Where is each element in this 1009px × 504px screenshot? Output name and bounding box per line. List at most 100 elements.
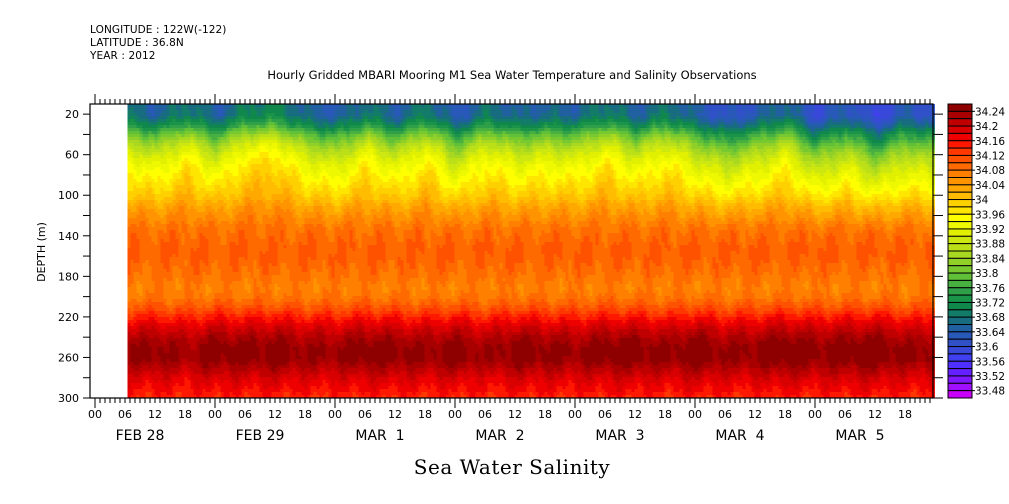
heatmap-cell: [200, 302, 203, 305]
heatmap-cell: [263, 149, 266, 152]
heatmap-cell: [131, 221, 134, 224]
heatmap-cell: [188, 221, 191, 224]
heatmap-cell: [233, 203, 236, 206]
heatmap-cell: [212, 185, 215, 188]
heatmap-cell: [188, 329, 191, 332]
heatmap-cell: [242, 371, 245, 374]
heatmap-cell: [221, 119, 224, 122]
heatmap-cell: [206, 116, 209, 119]
heatmap-cell: [224, 332, 227, 335]
heatmap-cell: [215, 314, 218, 317]
heatmap-cell: [266, 356, 269, 359]
heatmap-cell: [134, 257, 137, 260]
heatmap-cell: [134, 230, 137, 233]
heatmap-cell: [245, 287, 248, 290]
heatmap-cell: [161, 185, 164, 188]
heatmap-cell: [137, 380, 140, 383]
heatmap-cell: [146, 200, 149, 203]
heatmap-cell: [143, 149, 146, 152]
heatmap-cell: [239, 368, 242, 371]
heatmap-cell: [191, 176, 194, 179]
heatmap-cell: [161, 338, 164, 341]
heatmap-cell: [257, 299, 260, 302]
heatmap-cell: [269, 296, 272, 299]
heatmap-cell: [200, 170, 203, 173]
heatmap-cell: [167, 263, 170, 266]
heatmap-cell: [248, 356, 251, 359]
heatmap-cell: [242, 380, 245, 383]
heatmap-cell: [245, 188, 248, 191]
heatmap-cell: [263, 323, 266, 326]
heatmap-cell: [152, 356, 155, 359]
heatmap-cell: [128, 224, 131, 227]
heatmap-cell: [260, 206, 263, 209]
heatmap-cell: [170, 188, 173, 191]
heatmap-cell: [140, 173, 143, 176]
heatmap-cell: [164, 374, 167, 377]
heatmap-cell: [221, 377, 224, 380]
heatmap-cell: [155, 185, 158, 188]
heatmap-cell: [233, 107, 236, 110]
heatmap-cell: [170, 134, 173, 137]
heatmap-cell: [212, 122, 215, 125]
heatmap-cell: [248, 224, 251, 227]
heatmap-cell: [179, 371, 182, 374]
heatmap-cell: [221, 218, 224, 221]
heatmap-cell: [239, 314, 242, 317]
heatmap-cell: [149, 344, 152, 347]
heatmap-cell: [176, 185, 179, 188]
heatmap-cell: [149, 119, 152, 122]
heatmap-cell: [227, 110, 230, 113]
heatmap-cell: [260, 116, 263, 119]
heatmap-cell: [242, 347, 245, 350]
heatmap-cell: [176, 383, 179, 386]
heatmap-cell: [257, 266, 260, 269]
heatmap-cell: [176, 332, 179, 335]
heatmap-cell: [272, 179, 275, 182]
heatmap-cell: [242, 131, 245, 134]
heatmap-cell: [248, 365, 251, 368]
heatmap-cell: [245, 233, 248, 236]
heatmap-cell: [263, 113, 266, 116]
heatmap-cell: [143, 281, 146, 284]
heatmap-cell: [239, 293, 242, 296]
heatmap-cell: [185, 155, 188, 158]
heatmap-cell: [182, 320, 185, 323]
heatmap-cell: [206, 386, 209, 389]
heatmap-cell: [167, 287, 170, 290]
heatmap-cell: [245, 284, 248, 287]
heatmap-cell: [182, 374, 185, 377]
heatmap-cell: [182, 341, 185, 344]
heatmap-cell: [206, 188, 209, 191]
heatmap-cell: [200, 131, 203, 134]
heatmap-cell: [212, 158, 215, 161]
heatmap-cell: [257, 206, 260, 209]
heatmap-cell: [197, 326, 200, 329]
heatmap-cell: [140, 359, 143, 362]
heatmap-cell: [269, 218, 272, 221]
heatmap-cell: [203, 269, 206, 272]
heatmap-cell: [257, 203, 260, 206]
heatmap-cell: [134, 140, 137, 143]
heatmap-cell: [152, 323, 155, 326]
heatmap-cell: [248, 260, 251, 263]
heatmap-cell: [209, 290, 212, 293]
heatmap-cell: [152, 122, 155, 125]
heatmap-cell: [206, 308, 209, 311]
heatmap-cell: [137, 155, 140, 158]
heatmap-cell: [203, 170, 206, 173]
heatmap-cell: [185, 221, 188, 224]
heatmap-cell: [131, 359, 134, 362]
heatmap-cell: [146, 269, 149, 272]
heatmap-cell: [209, 233, 212, 236]
heatmap-cell: [263, 341, 266, 344]
heatmap-cell: [134, 329, 137, 332]
heatmap-cell: [149, 320, 152, 323]
heatmap-cell: [272, 134, 275, 137]
heatmap-cell: [131, 155, 134, 158]
heatmap-cell: [143, 332, 146, 335]
heatmap-cell: [149, 224, 152, 227]
heatmap-cell: [149, 263, 152, 266]
heatmap-cell: [263, 119, 266, 122]
heatmap-cell: [215, 353, 218, 356]
